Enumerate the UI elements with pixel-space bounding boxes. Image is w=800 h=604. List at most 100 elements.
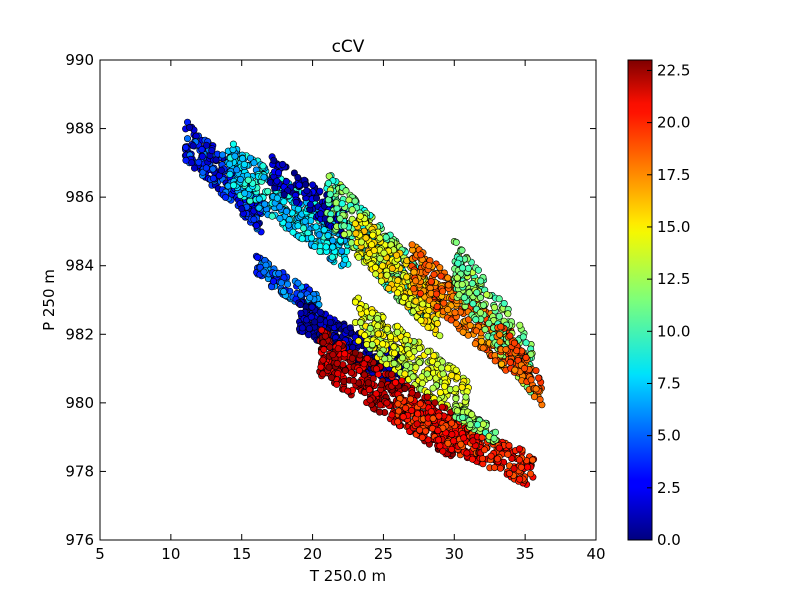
scatter-point	[497, 323, 505, 331]
scatter-point	[333, 380, 341, 388]
scatter-point	[382, 233, 390, 241]
scatter-point	[402, 404, 410, 412]
scatter-point	[253, 222, 261, 230]
scatter-point	[435, 436, 443, 444]
y-tick-label: 986	[65, 188, 94, 206]
scatter-point	[390, 349, 398, 357]
scatter-point	[319, 356, 327, 364]
scatter-point	[277, 279, 285, 287]
scatter-point	[366, 324, 374, 332]
scatter-point	[436, 332, 444, 340]
scatter-point	[472, 327, 480, 335]
scatter-point	[383, 399, 391, 407]
scatter-point	[387, 333, 395, 341]
scatter-point	[348, 354, 356, 362]
scatter-point	[217, 166, 225, 174]
scatter-point	[454, 259, 462, 267]
scatter-point	[376, 408, 384, 416]
scatter-point	[376, 255, 384, 263]
scatter-point	[500, 299, 508, 307]
scatter-point	[280, 198, 288, 206]
scatter-point	[417, 251, 425, 259]
scatter-point	[430, 352, 438, 360]
scatter-point	[468, 410, 476, 418]
scatter-point	[303, 187, 311, 195]
scatter-point	[403, 273, 411, 281]
scatter-point	[294, 174, 302, 182]
scatter-point	[301, 181, 309, 189]
scatter-point	[376, 350, 384, 358]
scatter-point	[424, 347, 432, 355]
scatter-point	[327, 374, 335, 382]
scatter-point	[452, 238, 460, 246]
colorbar-tick-label: 20.0	[657, 114, 690, 132]
scatter-point	[352, 229, 360, 237]
scatter-point	[313, 194, 321, 202]
scatter-point	[433, 290, 441, 298]
scatter-point	[368, 341, 376, 349]
scatter-point	[439, 287, 447, 295]
scatter-point	[517, 463, 525, 471]
scatter-point	[336, 215, 344, 223]
scatter-point	[273, 177, 281, 185]
scatter-point	[532, 367, 540, 375]
scatter-point	[379, 340, 387, 348]
scatter-point	[532, 385, 540, 393]
y-tick-label: 990	[65, 51, 94, 69]
scatter-point	[459, 328, 467, 336]
scatter-point	[361, 331, 369, 339]
y-tick-label: 978	[65, 462, 94, 480]
scatter-point	[326, 319, 334, 327]
scatter-point	[513, 347, 521, 355]
scatter-point	[529, 456, 537, 464]
scatter-point	[418, 433, 426, 441]
scatter-point	[270, 156, 278, 164]
scatter-point	[444, 281, 452, 289]
scatter-point	[351, 197, 359, 205]
scatter-point	[301, 217, 309, 225]
scatter-point	[231, 152, 239, 160]
scatter-point	[351, 220, 359, 228]
scatter-point	[448, 445, 456, 453]
scatter-point	[182, 156, 190, 164]
scatter-point	[409, 373, 417, 381]
scatter-point	[229, 140, 237, 148]
scatter-point	[304, 331, 312, 339]
scatter-point	[490, 303, 498, 311]
scatter-point	[226, 170, 234, 178]
scatter-point	[282, 207, 290, 215]
scatter-point	[401, 385, 409, 393]
scatter-point	[348, 206, 356, 214]
scatter-point	[306, 201, 314, 209]
scatter-point	[408, 406, 416, 414]
scatter-point	[332, 199, 340, 207]
colorbar-tick-label: 5.0	[657, 427, 681, 445]
scatter-point	[347, 369, 355, 377]
scatter-point	[322, 243, 330, 251]
scatter-point	[416, 400, 424, 408]
scatter-point	[340, 231, 348, 239]
scatter-point	[326, 216, 334, 224]
scatter-point	[305, 325, 313, 333]
scatter-point	[472, 316, 480, 324]
scatter-point	[481, 325, 489, 333]
scatter-point	[297, 291, 305, 299]
colorbar-tick-label: 0.0	[657, 531, 681, 549]
scatter-point	[425, 262, 433, 270]
scatter-point	[380, 249, 388, 257]
scatter-point	[448, 419, 456, 427]
scatter-point	[342, 187, 350, 195]
scatter-point	[321, 332, 329, 340]
scatter-point	[476, 309, 484, 317]
scatter-point	[241, 189, 249, 197]
scatter-point	[479, 344, 487, 352]
scatter-point	[412, 297, 420, 305]
scatter-point	[355, 366, 363, 374]
scatter-point	[394, 418, 402, 426]
scatter-point	[282, 178, 290, 186]
scatter-point	[333, 359, 341, 367]
scatter-point	[362, 234, 370, 242]
scatter-point	[425, 306, 433, 314]
scatter-point	[388, 370, 396, 378]
scatter-point	[438, 364, 446, 372]
